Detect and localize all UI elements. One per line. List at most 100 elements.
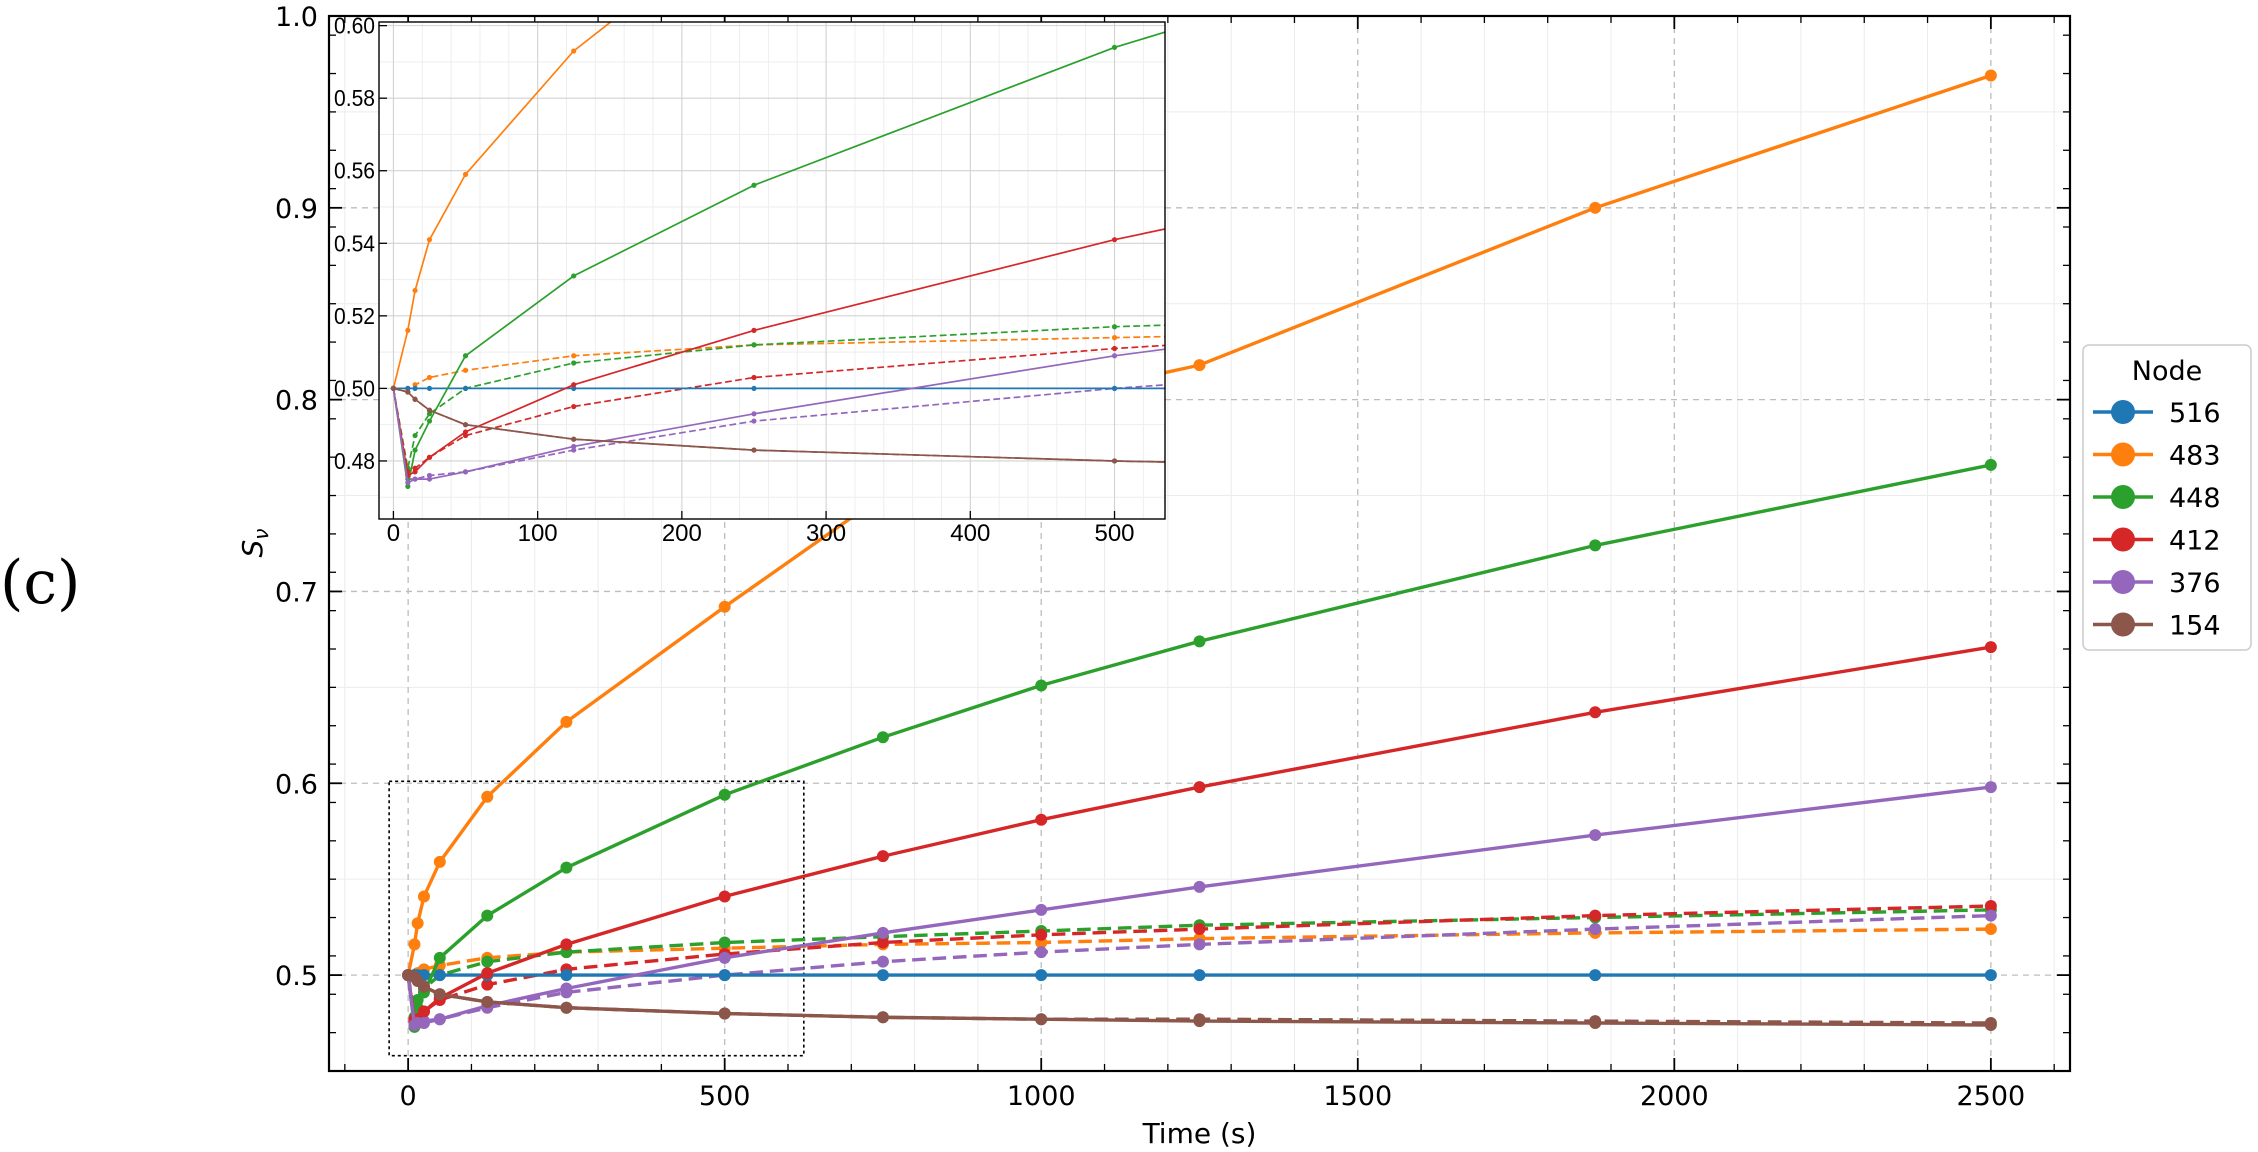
- inset-series-point-376: [751, 411, 757, 417]
- inset-series-point-376: [751, 418, 757, 424]
- series-point-154: [433, 988, 446, 1001]
- y-tick-label: 0.8: [275, 386, 318, 417]
- inset-x-tick-label: 200: [662, 520, 702, 547]
- inset-series-point-516: [462, 385, 469, 392]
- series-line-376-solid: [406, 785, 1992, 1027]
- inset-series-point-154: [405, 389, 411, 395]
- inset-series-point-448: [1472, 313, 1477, 318]
- inset-x-tick-label: 100: [518, 520, 558, 547]
- series-point-483: [1589, 201, 1602, 214]
- inset-series-point-483: [2194, 317, 2199, 322]
- inset-series-point-448: [462, 353, 469, 359]
- inset-series-point-376: [1833, 342, 1838, 347]
- x-tick-label: 500: [699, 1081, 751, 1112]
- legend-marker: [2111, 570, 2135, 594]
- series-point-376: [876, 955, 889, 968]
- series-point-412: [1589, 706, 1602, 719]
- inset-y-tick-label: 0.50: [334, 375, 375, 401]
- legend-marker: [2111, 442, 2135, 467]
- inset-series-point-483: [426, 237, 433, 243]
- inset-series-point-154: [462, 422, 469, 428]
- inset-series-point-376: [426, 472, 433, 479]
- legend-label: 412: [2169, 526, 2221, 557]
- inset-y-tick-label: 0.56: [334, 158, 375, 184]
- inset-chart: 0 100 200 300 400 500 0.48 0.50 0.52 0.54 0.56 0.58…: [334, 13, 2199, 547]
- inset-series-point-516: [1111, 385, 1118, 392]
- series-point-483: [433, 855, 446, 868]
- inset-series-point-448: [751, 182, 757, 188]
- series-point-412: [1035, 813, 1048, 826]
- legend-marker: [2111, 485, 2135, 509]
- inset-series-point-448: [412, 447, 418, 453]
- series-point-448: [1193, 635, 1206, 648]
- legend-marker: [2111, 612, 2135, 637]
- inset-series-point-376: [2194, 328, 2199, 333]
- inset-background: [379, 22, 1165, 519]
- series-point-412: [876, 850, 889, 863]
- series-point-516: [876, 969, 889, 982]
- series-point-448: [718, 788, 731, 801]
- series-point-154: [560, 1001, 573, 1014]
- series-point-483: [481, 790, 494, 803]
- series-point-448: [560, 861, 573, 874]
- series-point-154: [1193, 1015, 1206, 1028]
- series-point-483: [1984, 69, 1997, 82]
- series-point-376: [1589, 829, 1602, 842]
- inset-series-point-412: [751, 327, 757, 333]
- series-point-412: [1984, 641, 1997, 654]
- series-point-483: [1193, 359, 1206, 372]
- inset-series-point-376: [412, 476, 418, 482]
- inset-x-tick-label: 500: [1094, 520, 1134, 547]
- series-point-448: [718, 936, 731, 949]
- inset-y-tick-label: 0.58: [334, 85, 375, 111]
- series-point-376: [1035, 946, 1048, 959]
- inset-series-point-376: [2194, 219, 2199, 224]
- series-point-483: [718, 600, 731, 613]
- x-tick-label: 1000: [1007, 1081, 1076, 1112]
- series-point-412: [1589, 909, 1602, 922]
- inset-series-point-154: [412, 396, 418, 402]
- main-axes: 0 500 1000 1500 2000 25000.50.60.70.80.91.0Ti…: [236, 2, 2072, 1150]
- inset-series-point-154: [426, 407, 433, 413]
- inset-series-point-483: [405, 327, 411, 333]
- series-point-376: [1984, 909, 1997, 922]
- series-point-448: [1984, 458, 1997, 471]
- inset-series-point-376: [1111, 353, 1118, 359]
- inset-series-point-448: [571, 273, 577, 279]
- inset-series-point-376: [571, 443, 577, 450]
- inset-series-point-448: [2194, 291, 2199, 296]
- y-axis-label: Sν: [236, 529, 273, 558]
- series-point-154: [718, 1007, 731, 1020]
- legend-entry-412: 412: [2093, 526, 2221, 557]
- inset-x-tick-label: 0: [387, 520, 400, 547]
- inset-series-point-154: [1833, 469, 1838, 474]
- inset-grid: [379, 22, 1165, 519]
- inset-series-point-483: [412, 287, 418, 294]
- plot-frame: [327, 14, 2072, 1073]
- series-point-483: [408, 938, 421, 951]
- inset-series-point-412: [426, 454, 433, 460]
- series-point-154: [876, 1011, 889, 1024]
- series-point-412: [1193, 781, 1206, 794]
- panel-label: (c): [0, 548, 81, 618]
- inset-series-point-448: [412, 432, 418, 439]
- x-tick-label: 2500: [1957, 1081, 2026, 1112]
- inset-series-point-376: [462, 469, 469, 475]
- inset-series-point-412: [571, 382, 577, 388]
- series-point-483: [417, 890, 430, 903]
- series-point-448: [481, 909, 494, 922]
- inset-y-tick-label: 0.52: [334, 303, 375, 329]
- series-point-448: [876, 731, 889, 744]
- series-point-376: [1193, 938, 1206, 951]
- series-point-412: [1193, 923, 1206, 936]
- y-tick-label: 0.6: [275, 769, 318, 800]
- inset-y-tick-label: 0.48: [334, 448, 375, 474]
- x-tick-label: 1500: [1323, 1081, 1392, 1112]
- y-tick-label: 0.5: [275, 961, 318, 992]
- inset-y-tick-label: 0.60: [334, 13, 375, 39]
- inset-series-point-483: [571, 353, 577, 359]
- inset-series-point-154: [1833, 469, 1838, 474]
- series-point-376: [560, 982, 573, 995]
- inset-series-point-412: [1833, 310, 1838, 315]
